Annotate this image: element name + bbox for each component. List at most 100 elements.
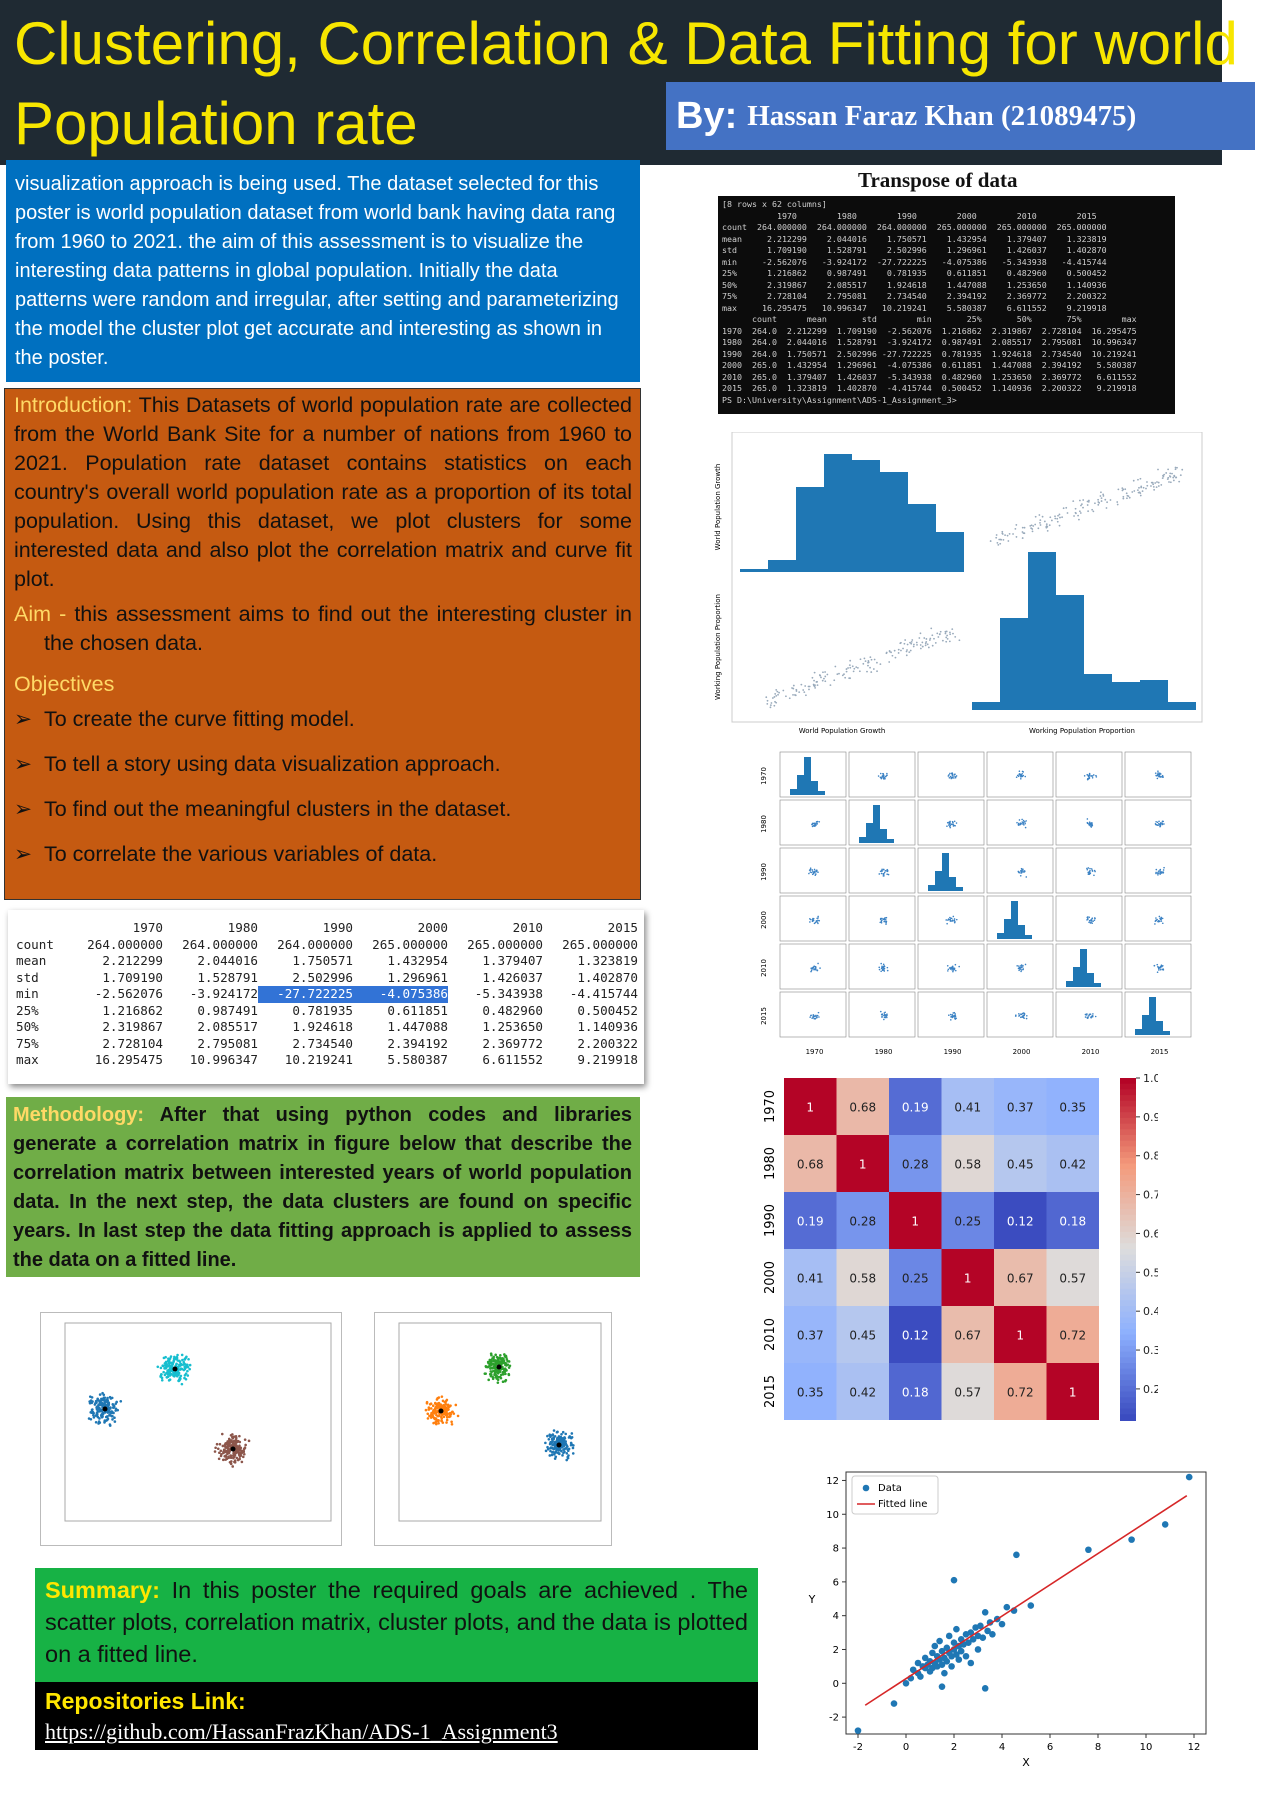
- scatter-point: [1029, 524, 1032, 527]
- cluster-point: [567, 1436, 571, 1439]
- scatter-point: [954, 969, 957, 972]
- histogram-bar: [1000, 618, 1028, 710]
- cluster-point: [495, 1355, 499, 1359]
- cluster-point: [504, 1372, 507, 1376]
- row-axis-label: 1990: [760, 863, 768, 881]
- scatter-point: [1159, 965, 1162, 968]
- scatter-point: [771, 697, 774, 699]
- cluster-point: [225, 1457, 229, 1461]
- scatter-point: [812, 919, 815, 922]
- x-axis-label: X: [1022, 1756, 1030, 1769]
- scatter-point: [1122, 497, 1125, 500]
- scatter-point: [1020, 872, 1022, 874]
- scatter-point: [818, 1016, 820, 1018]
- scatter-point: [870, 671, 873, 673]
- y-axis-label: World Population Growth: [714, 464, 722, 551]
- column-header: 1990: [322, 920, 353, 935]
- cluster-point: [544, 1449, 548, 1453]
- scatter-point: [812, 1016, 814, 1019]
- cluster-point: [497, 1375, 500, 1379]
- scatter-point: [1021, 818, 1023, 821]
- table-cell: -3.924172: [189, 986, 258, 1001]
- scatter-point: [891, 654, 894, 657]
- introduction-label: Introduction:: [14, 393, 133, 417]
- table-cell-selected: -4.075386: [353, 986, 448, 1003]
- scatter-point: [1179, 474, 1182, 477]
- scatter-point: [1117, 488, 1120, 491]
- heatmap-cell-label: 0.45: [849, 1329, 876, 1343]
- heatmap-cell: [836, 1363, 889, 1420]
- scatter-point: [1152, 486, 1155, 488]
- cluster-point: [426, 1417, 430, 1420]
- scatter-point: [1126, 497, 1128, 500]
- by-label: By:: [676, 94, 738, 137]
- repository-link[interactable]: https://github.com/HassanFrazKhan/ADS-1_…: [45, 1719, 558, 1744]
- scatter-point: [881, 1013, 883, 1016]
- scatter-point: [1043, 520, 1046, 523]
- heatmap-cell-label: 0.28: [849, 1215, 876, 1229]
- row-label: mean: [16, 953, 47, 968]
- scatter-point: [775, 689, 778, 691]
- heatmap-cell-label: 0.25: [954, 1215, 981, 1229]
- scatter-point: [876, 661, 878, 664]
- scatter-point: [1022, 771, 1025, 773]
- table-cell: 2.369772: [482, 1035, 543, 1051]
- cluster-point: [185, 1355, 188, 1359]
- scatter-point: [952, 822, 954, 824]
- table-row: count 264.000000 264.000000 264.000000 265.0…: [16, 937, 638, 954]
- table-cell: 5.580387: [387, 1052, 448, 1067]
- scatter-point: [1057, 514, 1059, 517]
- cluster-point: [440, 1413, 444, 1416]
- scatter-point: [1157, 468, 1159, 471]
- cluster-point: [221, 1444, 225, 1448]
- scatter-point: [1018, 965, 1020, 967]
- scatter-point: [954, 1013, 957, 1015]
- data-point: [967, 1629, 975, 1636]
- cluster-point: [546, 1447, 550, 1451]
- scatter-point: [1138, 491, 1141, 494]
- heatmap-cell-label: 0.68: [797, 1158, 824, 1172]
- cluster-point: [103, 1398, 106, 1402]
- abstract-panel: visualization approach is being used. Th…: [6, 160, 640, 382]
- scatter-point: [945, 636, 948, 639]
- scatter-point: [766, 699, 769, 702]
- cluster-point: [112, 1406, 116, 1409]
- cluster-point: [108, 1423, 112, 1426]
- scatter-point: [1088, 777, 1090, 779]
- column-header: 1970: [132, 920, 163, 935]
- colorbar-segment: [1120, 1157, 1136, 1165]
- scatter-point: [1087, 499, 1090, 502]
- scatter-point: [878, 873, 881, 875]
- cluster-point: [237, 1445, 241, 1449]
- scatter-point: [1082, 499, 1085, 501]
- scatter-point: [1158, 915, 1161, 918]
- colorbar-segment: [1120, 1300, 1136, 1307]
- cluster-point: [557, 1447, 560, 1450]
- table-cell: 1.253650: [482, 1019, 543, 1034]
- cluster-point: [504, 1378, 508, 1382]
- cluster-point: [562, 1448, 565, 1451]
- scatter-point: [1024, 822, 1026, 825]
- scatter-point: [910, 640, 913, 643]
- scatter-point: [955, 918, 958, 921]
- scatter-point: [1167, 476, 1170, 479]
- scatter-point: [1163, 866, 1165, 869]
- scatter-point: [1153, 488, 1156, 491]
- scatter-point: [1105, 507, 1108, 509]
- scatter-point: [950, 777, 953, 780]
- scatter-point: [1155, 871, 1157, 874]
- scatter-point: [1085, 1013, 1087, 1016]
- cluster-point: [492, 1357, 495, 1360]
- cluster-point: [442, 1415, 446, 1419]
- introduction-text: This Datasets of world population rate a…: [14, 393, 632, 591]
- cluster-centroid: [172, 1366, 178, 1372]
- table-cell: -5.343938: [474, 986, 543, 1001]
- scatter-point: [1154, 772, 1157, 774]
- scatter-point: [954, 635, 957, 638]
- cluster-point: [219, 1449, 223, 1453]
- scatter-point: [1160, 920, 1163, 922]
- scatter-point: [1156, 481, 1158, 483]
- scatter-point: [1022, 1012, 1025, 1014]
- colorbar-tick-label: 0.7: [1143, 1189, 1158, 1202]
- colorbar-segment: [1120, 1345, 1136, 1353]
